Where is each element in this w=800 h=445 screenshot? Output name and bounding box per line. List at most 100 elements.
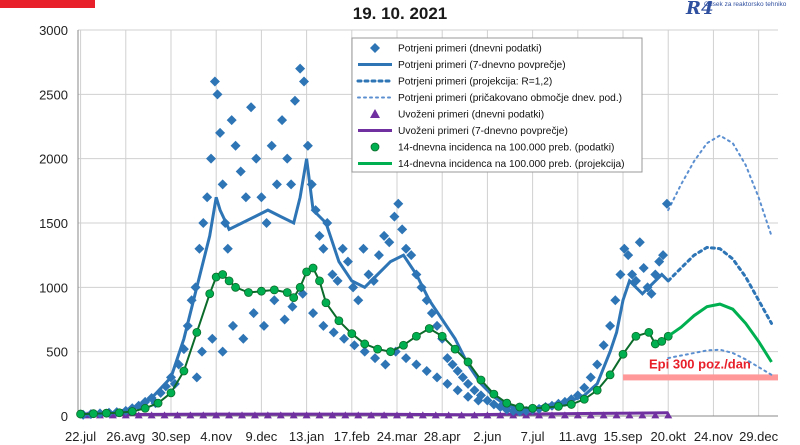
incidence-point (295, 282, 305, 292)
confirmed-daily-point (442, 378, 453, 389)
confirmed-daily-point (442, 353, 453, 364)
confirmed-daily-point (230, 140, 241, 151)
y-tick-label: 500 (46, 345, 68, 360)
confirmed-daily-point (401, 243, 412, 254)
incidence-point (334, 316, 344, 326)
incidence-projection-line (667, 302, 773, 363)
confirmed-daily-point (235, 166, 246, 177)
legend-swatch (370, 43, 380, 53)
imported-daily-point (599, 411, 608, 419)
confirmed-daily-point (215, 127, 226, 138)
x-tick-label: 13.jan (289, 429, 324, 444)
incidence-point (289, 293, 299, 303)
confirmed-daily-point (314, 230, 325, 241)
confirmed-daily-point (261, 218, 272, 228)
imported-daily-point (664, 411, 673, 419)
incidence-point (76, 409, 85, 419)
confirmed-daily-point (452, 385, 463, 396)
confirmed-daily-point (592, 359, 603, 370)
red-corner-bar (0, 0, 95, 8)
y-tick-label: 1500 (39, 216, 68, 231)
confirmed-daily-point (368, 275, 379, 286)
imported-daily-point (612, 411, 621, 419)
confirmed-daily-point (246, 102, 257, 113)
confirmed-daily-point (610, 295, 621, 306)
confirmed-daily-point (432, 372, 443, 383)
incidence-point (89, 409, 98, 419)
confirmed-daily-point (337, 243, 348, 254)
confirmed-daily-point (194, 243, 205, 254)
confirmed-daily-point (348, 282, 359, 293)
incidence-point (231, 282, 240, 292)
confirmed-daily-point (256, 192, 267, 203)
incidence-point (657, 336, 667, 346)
incidence-point (192, 327, 202, 337)
confirmed-daily-point (373, 250, 384, 261)
confirmed-daily-point (579, 382, 590, 393)
incidence-point (644, 327, 654, 337)
incidence-point (502, 398, 512, 408)
incidence-point (205, 289, 215, 299)
confirmed-daily-point (302, 140, 313, 151)
confirmed-daily-point (469, 385, 480, 396)
confirmed-daily-point (384, 237, 395, 248)
legend-label: Potrjeni primeri (7-dnevno povprečje) (398, 60, 566, 71)
incidence-point (541, 403, 550, 413)
incidence-point (528, 403, 538, 413)
x-tick-label: 11.avg (559, 429, 597, 444)
confirmed-daily-point (212, 89, 223, 100)
incidence-point (424, 324, 434, 333)
confirmed-daily-point (353, 295, 364, 306)
confirmed-projection-line (666, 245, 773, 325)
y-tick-label: 2500 (39, 87, 68, 102)
confirmed-daily-point (359, 346, 370, 357)
incidence-point (102, 408, 111, 418)
confirmed-daily-point (198, 218, 209, 228)
confirmed-daily-point (342, 256, 353, 267)
confirmed-daily-point (222, 243, 233, 254)
expected-range-line (667, 348, 773, 376)
legend-label: Potrjeni primeri (pričakovano območje dn… (398, 93, 622, 104)
y-tick-label: 1000 (39, 280, 68, 295)
incidence-point (437, 331, 447, 341)
incidence-point (269, 285, 279, 295)
confirmed-daily-point (426, 308, 437, 319)
confirmed-daily-point (638, 263, 649, 274)
confirmed-daily-point (463, 391, 474, 402)
incidence-point (315, 276, 324, 286)
confirmed-daily-point (658, 250, 669, 261)
confirmed-daily-point (328, 327, 339, 338)
incidence-point (631, 331, 641, 341)
confirmed-daily-point (318, 243, 329, 254)
confirmed-average-line (80, 158, 670, 417)
incidence-point (153, 398, 163, 408)
x-tick-label: 4.nov (200, 429, 232, 444)
legend-label: 14-dnevna incidenca na 100.000 preb. (pr… (398, 159, 625, 170)
chart-title: 19. 10. 2021 (352, 4, 448, 23)
confirmed-daily-point (661, 198, 672, 209)
incidence-point (605, 370, 615, 380)
confirmed-daily-point (432, 320, 443, 331)
confirmed-daily-point (227, 320, 238, 331)
imported-average-line (80, 411, 669, 417)
confirmed-daily-point (358, 243, 369, 254)
x-tick-label: 24.mar (377, 429, 418, 444)
confirmed-daily-point (615, 269, 626, 280)
confirmed-daily-point (463, 378, 474, 389)
incidence-point (411, 331, 421, 341)
x-tick-label: 28.apr (424, 429, 462, 444)
confirmed-daily-point (217, 346, 228, 357)
confirmed-daily-point (289, 95, 300, 106)
confirmed-daily-point (327, 269, 338, 280)
confirmed-daily-point (299, 76, 310, 87)
confirmed-daily-point (370, 353, 381, 364)
x-tick-label: 15.sep (603, 429, 642, 444)
confirmed-daily-point (654, 256, 665, 267)
confirmed-daily-point (598, 340, 609, 351)
confirmed-daily-point (271, 179, 282, 190)
confirmed-daily-point (452, 365, 463, 376)
legend-label: Uvoženi primeri (7-dnevno povprečje) (398, 126, 568, 137)
logo-icon: R4 (686, 0, 714, 19)
incidence-point (308, 263, 318, 273)
incidence-point (302, 267, 311, 277)
